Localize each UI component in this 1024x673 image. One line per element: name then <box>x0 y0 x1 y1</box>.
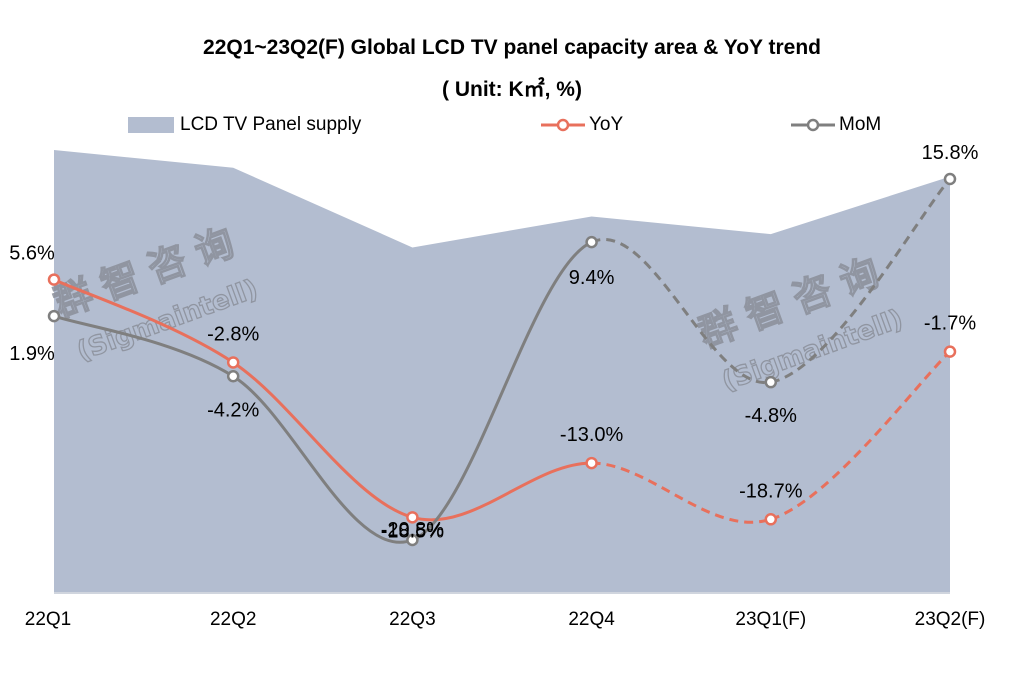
mom-data-label: -20.8% <box>381 519 445 541</box>
mom-line-forecast <box>590 178 952 384</box>
yoy-point <box>764 513 778 526</box>
mom-data-label: 15.8% <box>922 142 979 164</box>
mom-point <box>585 235 598 249</box>
yoy-line-actual <box>53 278 592 522</box>
legend-label-supply: LCD TV Panel supply <box>180 114 362 135</box>
mom-point <box>406 533 419 547</box>
yoy-point <box>585 456 598 470</box>
legend-item-mom: MoM <box>791 114 881 136</box>
x-tick-label: 22Q1 <box>25 609 71 630</box>
yoy-point <box>943 345 957 358</box>
yoy-data-label: 5.6% <box>9 243 55 265</box>
mom-data-label: 9.4% <box>569 267 615 289</box>
yoy-point <box>47 273 61 286</box>
yoy-point <box>406 511 419 524</box>
x-tick-label: 22Q3 <box>389 609 435 630</box>
mom-point <box>47 309 61 323</box>
mom-point <box>226 370 240 383</box>
mom-data-label: -4.8% <box>745 405 797 427</box>
x-tick-label: 23Q1(F) <box>735 609 806 630</box>
mom-line-actual <box>53 240 593 544</box>
legend-marker-yoy <box>541 118 585 132</box>
yoy-data-label: -18.5% <box>381 520 445 542</box>
yoy-data-label: -1.7% <box>924 313 976 335</box>
chart-title: 22Q1~23Q2(F) Global LCD TV panel capacit… <box>203 36 821 59</box>
mom-data-label: -4.2% <box>207 399 259 421</box>
mom-data-label: 1.9% <box>9 343 55 365</box>
legend-item-supply: LCD TV Panel supply <box>128 114 361 136</box>
x-tick-label: 22Q4 <box>568 609 615 630</box>
legend-label-mom: MoM <box>839 114 882 135</box>
yoy-point <box>226 356 240 369</box>
legend-item-yoy: YoY <box>541 114 623 136</box>
yoy-line-forecast <box>591 350 952 524</box>
x-tick-label: 23Q2(F) <box>915 609 986 630</box>
supply-area <box>54 150 950 593</box>
x-tick-label: 22Q2 <box>210 609 256 630</box>
yoy-data-label: -13.0% <box>560 424 624 446</box>
legend-swatch-supply <box>128 117 174 133</box>
yoy-data-label: -18.7% <box>739 480 803 502</box>
chart-subtitle: ( Unit: K㎡, %) <box>442 78 582 101</box>
mom-point <box>764 375 778 389</box>
mom-point <box>943 172 957 186</box>
legend-marker-mom <box>791 118 835 132</box>
legend-label-yoy: YoY <box>589 114 624 135</box>
yoy-data-label: -2.8% <box>207 323 259 345</box>
